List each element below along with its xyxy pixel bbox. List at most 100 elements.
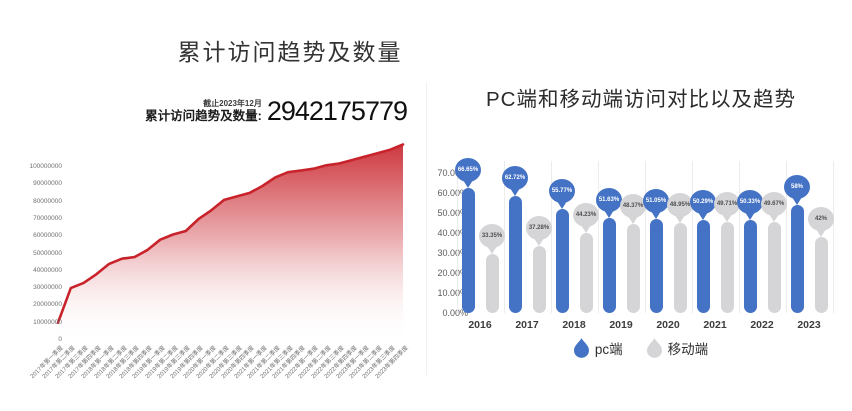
bubble-tail bbox=[769, 213, 779, 222]
legend-label-mobile: 移动端 bbox=[667, 342, 709, 357]
pc-bar-2023[interactable] bbox=[790, 205, 804, 313]
pc-value-bubble-2021: 50.29% bbox=[690, 190, 716, 221]
mobile-bar-2021[interactable] bbox=[720, 221, 734, 313]
bubble-tail bbox=[510, 187, 520, 196]
group-separator bbox=[597, 161, 599, 313]
right-y-tick: 0.00% bbox=[442, 308, 468, 318]
left-y-tick: 80000000 bbox=[33, 197, 62, 205]
left-y-tick: 50000000 bbox=[33, 249, 62, 257]
pc-bar-2019[interactable] bbox=[602, 217, 616, 313]
left-x-axis: 2017年第一季度 2017年第二季度 2017年第三季度 2017年第四季度 2018… bbox=[29, 345, 409, 380]
group-separator bbox=[691, 161, 693, 313]
bubble-tail bbox=[581, 224, 591, 233]
bar-plot: 2016 66.65% 33.35% 2017 62.72% 37.28% 2018 55.7… bbox=[430, 0, 852, 411]
mobile-value-bubble-2019: 48.37% bbox=[620, 194, 646, 225]
pc-value-bubble-2016: 66.65% bbox=[455, 157, 481, 188]
bubble-tail bbox=[651, 210, 661, 219]
mobile-bar-2016[interactable] bbox=[485, 254, 499, 313]
stat-asof: 截止2023年12月 bbox=[203, 99, 262, 109]
mobile-value-bubble-2021: 49.71% bbox=[714, 191, 740, 222]
year-label: 2020 bbox=[656, 319, 680, 331]
pc-bar-2022[interactable] bbox=[743, 220, 757, 313]
pc-bar-2021[interactable] bbox=[696, 220, 710, 313]
right-y-axis: 70.00% 60.00% 50.00% 40.00% 30.00% 20.00% 10.0… bbox=[430, 0, 852, 411]
area-line bbox=[56, 143, 405, 324]
bubble-tail bbox=[745, 212, 755, 221]
bubble-tail bbox=[534, 238, 544, 247]
right-y-tick: 40.00% bbox=[437, 228, 468, 238]
bubble-tail bbox=[792, 197, 802, 205]
pc-bar-2017[interactable] bbox=[508, 195, 522, 313]
year-label: 2016 bbox=[468, 319, 492, 331]
legend-item-mobile[interactable]: 移动端 bbox=[646, 338, 709, 358]
mobile-bar-2022[interactable] bbox=[767, 221, 781, 313]
mobile-bar-2023[interactable] bbox=[814, 237, 828, 313]
left-y-tick: 40000000 bbox=[33, 266, 62, 274]
left-y-tick: 30000000 bbox=[33, 284, 62, 292]
right-y-tick: 50.00% bbox=[437, 208, 468, 218]
group-separator bbox=[550, 161, 552, 313]
cumulative-stat: 截止2023年12月 累计访问趋势及数量: 2942175779 bbox=[145, 98, 408, 125]
pc-value-bubble-2023: 58% bbox=[784, 175, 810, 205]
group-separator bbox=[785, 161, 787, 313]
mobile-bar-2019[interactable] bbox=[626, 224, 640, 313]
group-separator bbox=[644, 161, 646, 313]
cumulative-area-chart[interactable] bbox=[28, 138, 422, 344]
pc-value-bubble-2019: 51.63% bbox=[596, 187, 622, 218]
right-y-tick: 10.00% bbox=[437, 288, 468, 298]
year-label: 2023 bbox=[797, 319, 821, 331]
bubble-tail bbox=[675, 215, 685, 224]
mobile-value-bubble-2016: 33.35% bbox=[479, 224, 505, 255]
stat-label: 累计访问趋势及数量: bbox=[145, 109, 262, 124]
cumulative-panel: 累计访问趋势及数量 截止2023年12月 累计访问趋势及数量: 29421757… bbox=[28, 39, 422, 380]
pc-value-bubble-2017: 62.72% bbox=[502, 165, 528, 196]
right-y-tick: 60.00% bbox=[437, 188, 468, 198]
mobile-value-bubble-2022: 49.67% bbox=[761, 191, 787, 222]
right-y-tick: 20.00% bbox=[437, 268, 468, 278]
right-y-tick: 30.00% bbox=[437, 248, 468, 258]
panel-divider bbox=[426, 82, 427, 375]
pc-bar-2016[interactable] bbox=[461, 187, 475, 313]
bubble-tail bbox=[604, 209, 614, 218]
left-y-tick: 60000000 bbox=[33, 232, 62, 240]
legend: pc端 移动端 bbox=[430, 338, 852, 358]
left-chart-title: 累计访问趋势及数量 bbox=[177, 39, 403, 65]
right-y-tick: 70.00% bbox=[437, 168, 468, 178]
group-separator bbox=[832, 161, 834, 313]
legend-item-pc[interactable]: pc端 bbox=[573, 338, 623, 358]
mobile-value-bubble-2017: 37.28% bbox=[526, 216, 552, 247]
bubble-tail bbox=[722, 213, 732, 222]
bubble-tail bbox=[628, 216, 638, 225]
mobile-legend-droplet-icon bbox=[646, 338, 662, 358]
group-separator bbox=[456, 161, 458, 313]
group-separator bbox=[738, 161, 740, 313]
right-chart-title: PC端和移动端访问对比以及趋势 bbox=[486, 88, 796, 111]
mobile-bar-2020[interactable] bbox=[673, 223, 687, 313]
year-label: 2019 bbox=[609, 319, 633, 331]
mobile-bar-2018[interactable] bbox=[579, 232, 593, 313]
bubble-tail bbox=[463, 179, 473, 188]
left-y-tick: 20000000 bbox=[33, 301, 62, 309]
pc-bar-2018[interactable] bbox=[555, 209, 569, 313]
pc-legend-droplet-icon bbox=[573, 338, 589, 358]
year-label: 2018 bbox=[562, 319, 586, 331]
mobile-bar-2017[interactable] bbox=[532, 246, 546, 313]
left-y-tick: 100000000 bbox=[29, 163, 62, 170]
left-y-tick: 10000000 bbox=[33, 318, 62, 326]
year-label: 2021 bbox=[703, 319, 727, 331]
year-label: 2017 bbox=[515, 319, 539, 331]
pc-value-bubble-2020: 51.05% bbox=[643, 188, 669, 219]
bubble-tail bbox=[557, 201, 567, 210]
bubble-tail bbox=[698, 212, 708, 221]
bubble-tail bbox=[487, 246, 497, 255]
area-fill bbox=[58, 144, 403, 340]
mobile-value-bubble-2018: 44.23% bbox=[573, 202, 599, 233]
pc-value-bubble-2022: 50.33% bbox=[737, 190, 763, 221]
left-y-tick: 70000000 bbox=[33, 214, 62, 222]
comparison-panel: PC端和移动端访问对比以及趋势 70.00% 60.00% 50.00% 40.00%… bbox=[426, 0, 852, 411]
year-label: 2022 bbox=[750, 319, 774, 331]
left-y-tick: 0 bbox=[58, 336, 62, 343]
left-y-axis: 100000000 90000000 80000000 70000000 6000000… bbox=[29, 163, 62, 343]
pc-bar-2020[interactable] bbox=[649, 218, 663, 313]
